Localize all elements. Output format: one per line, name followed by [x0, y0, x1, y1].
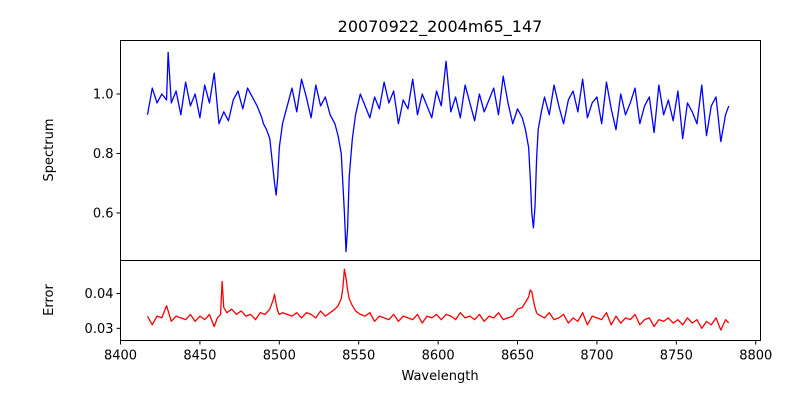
wavelength-x-tick-label: 8450 — [183, 349, 216, 364]
wavelength-x-ticks: 8400 8450 8500 8550 8600 8650 8700 8750 8800 — [104, 340, 772, 364]
spectrum-series-line — [146, 51, 730, 253]
spectrum-y-tick-label: 0.8 — [93, 147, 114, 162]
wavelength-x-tick-label: 8500 — [263, 349, 296, 364]
wavelength-x-axis-label: Wavelength — [401, 369, 478, 384]
error-y-tick-label: 0.04 — [85, 287, 114, 302]
error-y-axis-label: Error — [42, 284, 57, 316]
wavelength-x-tick-label: 8700 — [580, 349, 613, 364]
error-y-tick-label: 0.03 — [85, 322, 114, 337]
wavelength-x-tick-label: 8750 — [660, 349, 693, 364]
spectrum-series-group — [146, 51, 730, 253]
wavelength-x-tick-label: 8550 — [342, 349, 375, 364]
wavelength-x-tick-label: 8650 — [501, 349, 534, 364]
wavelength-x-tick-label: 8400 — [104, 349, 137, 364]
spectrum-y-tick-label: 1.0 — [93, 88, 114, 103]
error-axes-frame — [120, 260, 761, 341]
chart-title: 20070922_2004m65_147 — [338, 17, 543, 37]
wavelength-x-tick-label: 8600 — [422, 349, 455, 364]
spectrum-y-ticks: 0.6 0.8 1.0 — [93, 88, 121, 221]
spectrum-y-tick-label: 0.6 — [93, 206, 114, 221]
error-series-group — [146, 268, 730, 331]
error-series-line — [146, 268, 730, 331]
spectrum-y-axis-label: Spectrum — [42, 119, 57, 182]
wavelength-x-tick-label: 8800 — [739, 349, 772, 364]
error-panel: 0.03 0.04 8400 8450 8500 8550 8600 8650 8700 875… — [42, 260, 772, 384]
error-y-ticks: 0.03 0.04 — [85, 287, 121, 337]
